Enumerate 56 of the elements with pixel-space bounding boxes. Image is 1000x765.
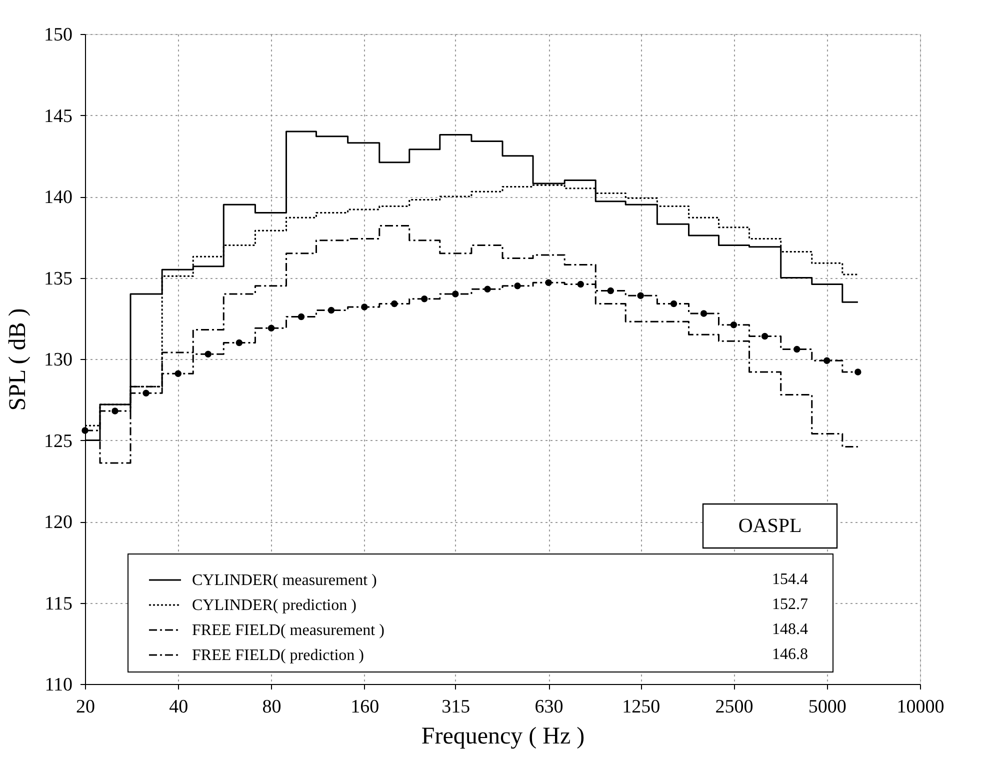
point xyxy=(421,296,428,302)
x-tick-label: 315 xyxy=(442,696,470,718)
point xyxy=(391,300,398,308)
point xyxy=(82,427,88,434)
annotation: OASPL xyxy=(738,515,802,537)
y-tick-label: 135 xyxy=(44,268,72,290)
y-axis-title: SPL ( dB ) xyxy=(5,308,31,411)
point xyxy=(298,313,305,320)
point xyxy=(174,370,182,377)
point xyxy=(637,292,644,299)
point xyxy=(730,322,738,328)
x-tick-label: 630 xyxy=(534,696,564,718)
point xyxy=(761,332,768,340)
x-axis-title: Frequency ( Hz ) xyxy=(421,724,585,750)
y-tick-label: 125 xyxy=(44,430,72,452)
y-tick-label: 150 xyxy=(44,24,72,46)
point xyxy=(670,300,678,308)
point xyxy=(268,324,275,332)
annotation: 154.4 xyxy=(772,571,808,588)
y-tick-label: 110 xyxy=(44,674,72,696)
x-tick-label: 20 xyxy=(76,696,95,718)
point xyxy=(824,357,830,364)
point xyxy=(142,390,150,396)
x-tick-label: 10000 xyxy=(896,696,944,718)
legend-label: FREE FIELD( measurement ) xyxy=(192,622,384,639)
point xyxy=(794,346,800,353)
point xyxy=(361,304,368,310)
y-tick-label: 120 xyxy=(44,512,72,533)
point xyxy=(545,279,552,286)
annotation: 146.8 xyxy=(772,646,808,663)
x-tick-label: 5000 xyxy=(808,696,846,718)
y-tick-label: 130 xyxy=(44,350,72,370)
point xyxy=(204,350,212,358)
point xyxy=(236,339,243,346)
point xyxy=(577,280,584,288)
legend-label: CYLINDER( measurement ) xyxy=(192,572,377,589)
point xyxy=(607,287,614,294)
legend-label: CYLINDER( prediction ) xyxy=(192,597,356,614)
legend-label: FREE FIELD( prediction ) xyxy=(192,647,364,664)
x-tick-label: 1250 xyxy=(622,696,660,718)
x-tick-label: 80 xyxy=(262,696,282,718)
y-tick-label: 145 xyxy=(44,106,72,127)
annotation: 152.7 xyxy=(772,596,808,613)
y-tick-label: 115 xyxy=(44,593,72,614)
point xyxy=(328,306,335,314)
x-tick-label: 2500 xyxy=(715,696,754,718)
annotation: 148.4 xyxy=(772,621,808,638)
point xyxy=(112,408,118,414)
y-tick-label: 140 xyxy=(44,187,72,208)
point xyxy=(484,286,491,292)
point xyxy=(514,282,521,290)
x-tick-label: 40 xyxy=(169,696,188,718)
x-tick-label: 160 xyxy=(350,696,380,718)
point xyxy=(700,310,708,317)
point xyxy=(452,290,459,298)
point xyxy=(854,368,862,376)
